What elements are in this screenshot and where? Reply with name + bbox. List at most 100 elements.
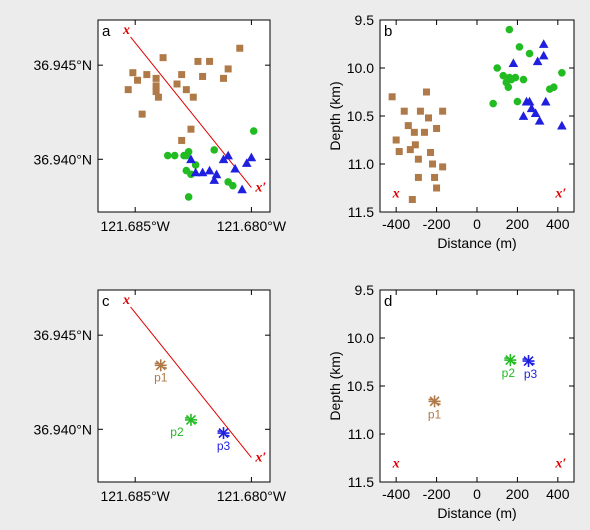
profile-end-label: x′	[554, 457, 566, 472]
event-triangle	[534, 116, 545, 125]
panel-d: -400 -200 0 200 400 9.5 10.0 10.5 11.0 11.5 Distan…	[327, 282, 575, 521]
event-circle	[511, 73, 520, 82]
profile-end-label: x′	[254, 451, 266, 466]
panel-letter: d	[384, 293, 392, 310]
event-square	[152, 88, 160, 96]
event-square	[178, 71, 186, 79]
event-square	[134, 76, 142, 84]
event-square	[414, 173, 422, 181]
event-square	[411, 141, 419, 149]
event-square	[392, 136, 400, 144]
event-triangle	[508, 58, 519, 68]
cluster-stroke	[429, 396, 440, 407]
profile-end-label: x′	[254, 181, 266, 196]
event-triangle	[190, 167, 201, 177]
cluster-label: p3	[524, 367, 538, 381]
event-square	[431, 173, 439, 181]
y-tick-label: 10.5	[347, 378, 374, 394]
event-triangle	[246, 152, 257, 162]
profile-line	[130, 306, 252, 458]
event-square	[433, 124, 441, 132]
x-tick-label: 0	[473, 486, 481, 502]
plot-frame	[379, 289, 575, 483]
event-square	[199, 72, 207, 80]
x-tick-label: 121.680°W	[217, 488, 287, 504]
event-circle	[170, 151, 179, 160]
y-tick-label: 10.5	[347, 108, 374, 124]
event-triangle	[211, 169, 222, 179]
y-tick-label: 9.5	[355, 282, 375, 298]
event-circle	[499, 71, 508, 80]
cluster-label: p2	[170, 425, 184, 439]
event-circle	[525, 49, 534, 58]
event-square	[416, 107, 424, 115]
x-tick-label: -200	[423, 486, 451, 502]
panel-c: 121.685°W 121.680°W 36.945°N 36.940°N x x′ p1 p…	[33, 289, 287, 504]
event-circle	[210, 146, 219, 154]
cluster-stroke	[155, 360, 166, 371]
event-square	[395, 148, 403, 156]
event-square	[404, 122, 412, 130]
x-tick-label: 121.685°W	[100, 218, 170, 234]
event-square	[422, 88, 430, 96]
event-square	[124, 86, 132, 94]
profile-line	[130, 36, 252, 188]
event-square	[173, 80, 181, 88]
event-square	[410, 128, 418, 136]
cluster-stroke	[523, 355, 534, 367]
event-triangle	[538, 39, 549, 48]
x-axis-label: Distance (m)	[437, 505, 516, 521]
event-triangle	[237, 184, 247, 194]
event-square	[224, 65, 232, 73]
event-circle	[493, 64, 502, 72]
event-square	[439, 107, 447, 115]
cluster-stroke	[185, 414, 197, 425]
y-axis-label: Depth (km)	[327, 351, 343, 420]
event-circle	[505, 25, 514, 34]
event-triangle	[204, 165, 215, 175]
cluster-stroke	[505, 355, 516, 366]
event-square	[429, 160, 437, 168]
y-tick-label: 10.0	[347, 60, 374, 76]
profile-end-label: x′	[554, 187, 566, 202]
event-square	[433, 184, 441, 192]
event-square	[220, 74, 228, 82]
y-tick-label: 9.5	[355, 12, 375, 28]
plot-frame	[97, 289, 271, 483]
cluster-stroke	[225, 434, 230, 437]
y-tick-label: 11.0	[348, 426, 374, 442]
event-square	[152, 74, 160, 82]
event-circle	[549, 83, 558, 91]
cluster-p2	[184, 413, 198, 426]
cluster-label: p2	[502, 366, 516, 380]
event-square	[143, 71, 151, 79]
profile-start-label: x	[392, 457, 400, 472]
event-square	[406, 146, 414, 154]
event-triangle	[557, 120, 567, 130]
event-triangle	[209, 175, 220, 184]
cluster-p2	[504, 354, 517, 367]
event-circle	[558, 69, 566, 77]
event-square	[182, 86, 190, 94]
cluster-stroke	[436, 402, 441, 406]
event-circle	[489, 99, 497, 108]
cluster-stroke	[192, 421, 198, 424]
panel-letter: b	[384, 23, 392, 40]
y-tick-label: 36.940°N	[33, 421, 92, 437]
y-tick-label: 36.945°N	[33, 57, 92, 73]
cluster-p1	[428, 395, 441, 408]
x-tick-label: 200	[506, 486, 530, 502]
panel-a: 121.685°W 121.680°W 36.945°N 36.940°N x x′ a	[33, 19, 287, 234]
x-tick-label: -200	[423, 216, 451, 232]
event-circle	[504, 83, 513, 91]
event-square	[206, 57, 214, 65]
event-circle	[513, 97, 522, 106]
event-triangle	[532, 56, 543, 66]
event-square	[439, 163, 447, 171]
event-triangle	[530, 108, 541, 117]
event-square	[420, 128, 428, 136]
event-triangle	[518, 111, 529, 120]
profile-start-label: x	[392, 187, 400, 202]
event-square	[154, 93, 162, 101]
event-square	[408, 196, 416, 204]
